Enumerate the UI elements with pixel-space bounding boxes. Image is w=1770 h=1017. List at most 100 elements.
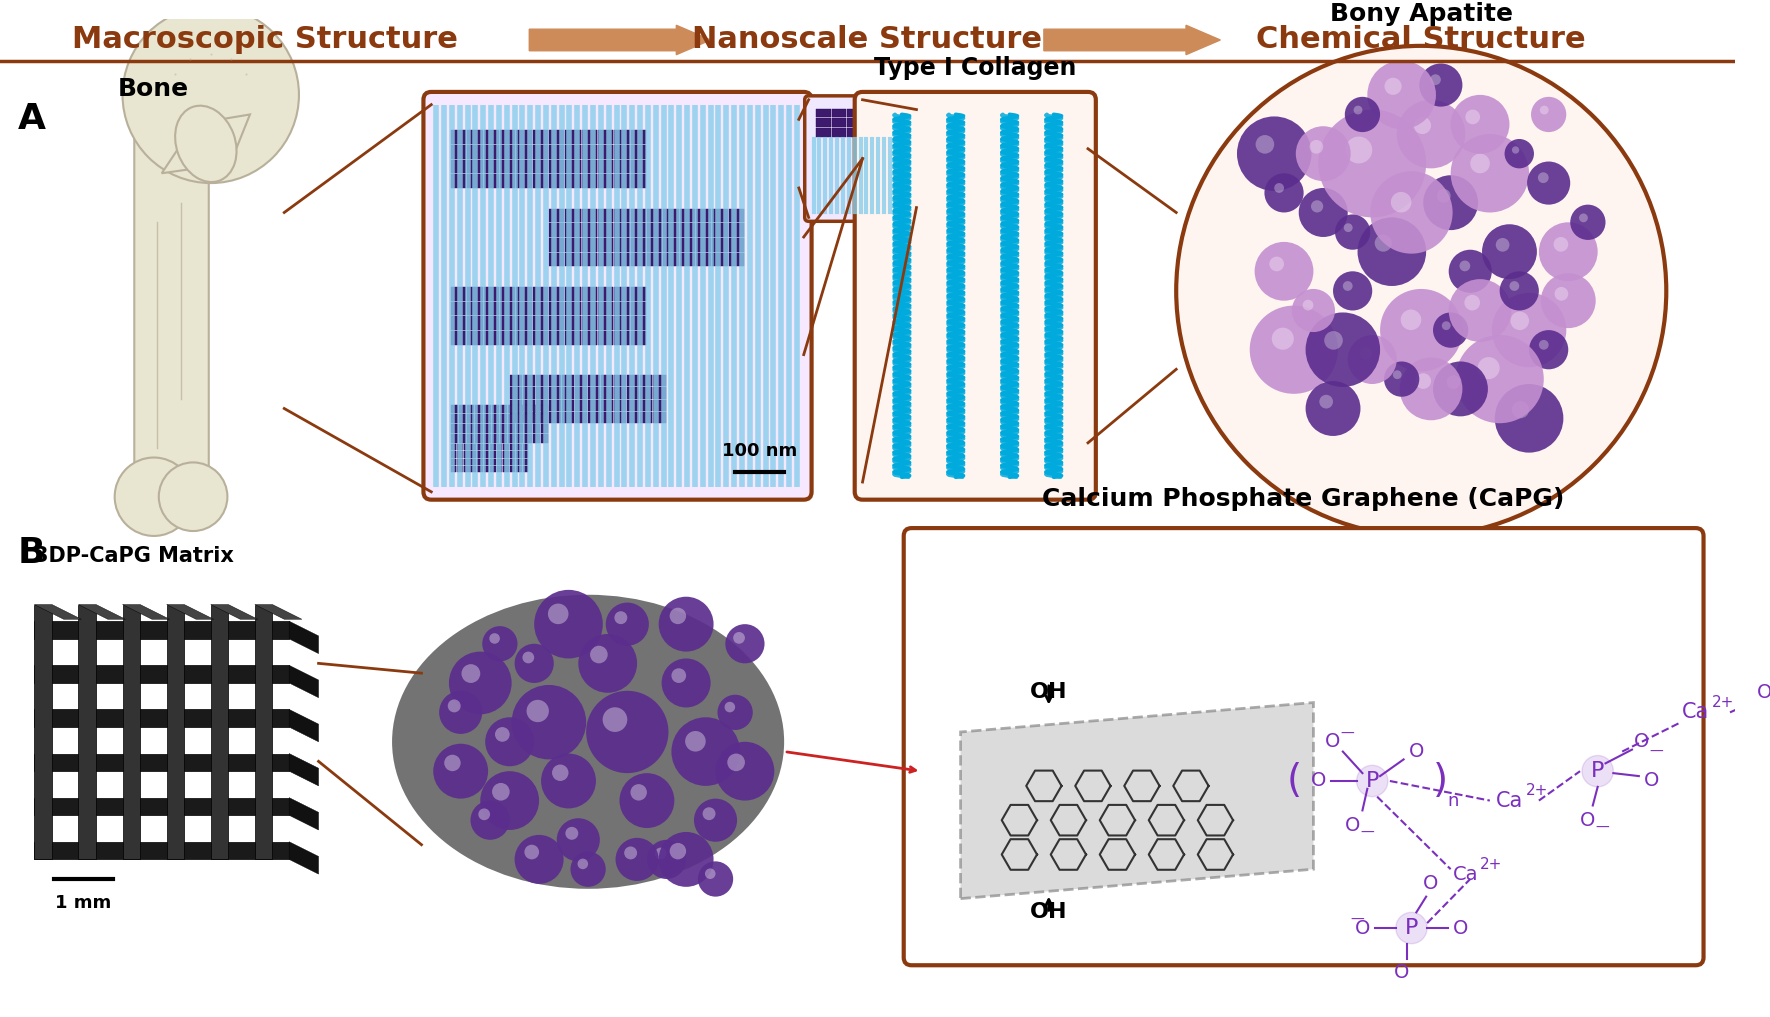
Text: —: — <box>1351 913 1365 928</box>
Bar <box>565 332 581 345</box>
Circle shape <box>1384 77 1402 95</box>
Polygon shape <box>34 604 81 619</box>
Bar <box>34 754 289 771</box>
Text: Ca: Ca <box>1682 703 1710 722</box>
Bar <box>497 459 503 465</box>
Bar <box>467 144 483 159</box>
Bar <box>878 128 892 137</box>
Bar <box>34 665 289 683</box>
Circle shape <box>658 597 713 652</box>
Bar <box>464 466 469 472</box>
Bar <box>588 400 600 411</box>
Text: Chemical Structure: Chemical Structure <box>1257 25 1586 55</box>
Bar <box>483 434 490 442</box>
Circle shape <box>1354 106 1363 115</box>
Bar <box>483 287 499 301</box>
Bar <box>536 387 549 399</box>
Bar <box>457 452 464 458</box>
Bar <box>627 387 639 399</box>
Bar <box>582 174 596 188</box>
Bar <box>467 302 483 315</box>
Bar <box>508 424 515 433</box>
Circle shape <box>1237 116 1312 191</box>
Text: Ca: Ca <box>1453 864 1478 884</box>
Circle shape <box>496 727 510 741</box>
Text: OH: OH <box>1030 902 1067 922</box>
Bar <box>503 459 508 465</box>
Circle shape <box>605 603 650 646</box>
Circle shape <box>1448 250 1492 293</box>
Bar <box>483 332 499 345</box>
Bar <box>499 405 506 414</box>
Circle shape <box>439 691 481 734</box>
Bar <box>602 387 612 399</box>
Circle shape <box>1397 100 1466 169</box>
Circle shape <box>492 783 510 800</box>
Circle shape <box>1343 281 1352 291</box>
Circle shape <box>1434 312 1469 348</box>
Circle shape <box>1381 289 1462 371</box>
Circle shape <box>724 702 735 712</box>
Bar <box>517 174 531 188</box>
Bar <box>565 160 581 173</box>
Bar <box>522 412 535 423</box>
Bar <box>451 452 457 458</box>
Bar <box>483 424 490 433</box>
Bar <box>602 375 612 386</box>
Circle shape <box>1554 287 1568 301</box>
Bar <box>533 414 540 423</box>
Polygon shape <box>255 604 303 619</box>
Circle shape <box>1492 293 1566 367</box>
Bar <box>630 332 646 345</box>
Circle shape <box>589 646 607 663</box>
Bar <box>712 252 727 266</box>
Bar <box>549 332 565 345</box>
Bar <box>492 405 499 414</box>
Text: 100 nm: 100 nm <box>722 442 796 461</box>
Circle shape <box>586 691 669 773</box>
Bar <box>499 174 515 188</box>
Bar <box>582 332 596 345</box>
Circle shape <box>478 809 490 820</box>
Bar <box>878 109 892 117</box>
FancyBboxPatch shape <box>855 92 1096 499</box>
Bar <box>549 302 565 315</box>
Text: —: — <box>1342 727 1354 741</box>
Bar <box>614 224 630 237</box>
Bar <box>549 130 565 143</box>
Circle shape <box>602 707 627 732</box>
Circle shape <box>1451 95 1510 154</box>
FancyArrow shape <box>1044 25 1220 55</box>
Bar <box>499 332 515 345</box>
Text: Nanoscale Structure: Nanoscale Structure <box>692 25 1043 55</box>
Bar <box>458 434 466 442</box>
Bar <box>561 387 573 399</box>
Bar <box>680 224 696 237</box>
Polygon shape <box>78 604 126 619</box>
Bar <box>614 208 630 223</box>
Bar <box>483 459 489 465</box>
Bar <box>510 412 522 423</box>
Bar <box>630 252 646 266</box>
Text: —: — <box>1361 826 1374 840</box>
Bar <box>517 434 524 442</box>
Bar <box>508 434 515 442</box>
Bar <box>464 452 469 458</box>
Bar <box>457 459 464 465</box>
Bar <box>536 400 549 411</box>
Circle shape <box>1319 395 1333 409</box>
Bar <box>478 452 483 458</box>
Circle shape <box>565 827 579 840</box>
Circle shape <box>1255 135 1274 154</box>
Bar <box>680 208 696 223</box>
Bar <box>451 332 466 345</box>
Circle shape <box>1345 97 1381 132</box>
Bar <box>549 208 565 223</box>
Bar <box>536 412 549 423</box>
Bar <box>517 160 531 173</box>
Bar <box>614 238 630 251</box>
Text: O: O <box>1756 683 1770 703</box>
Bar <box>510 466 515 472</box>
Bar <box>517 332 531 345</box>
Bar <box>499 287 515 301</box>
